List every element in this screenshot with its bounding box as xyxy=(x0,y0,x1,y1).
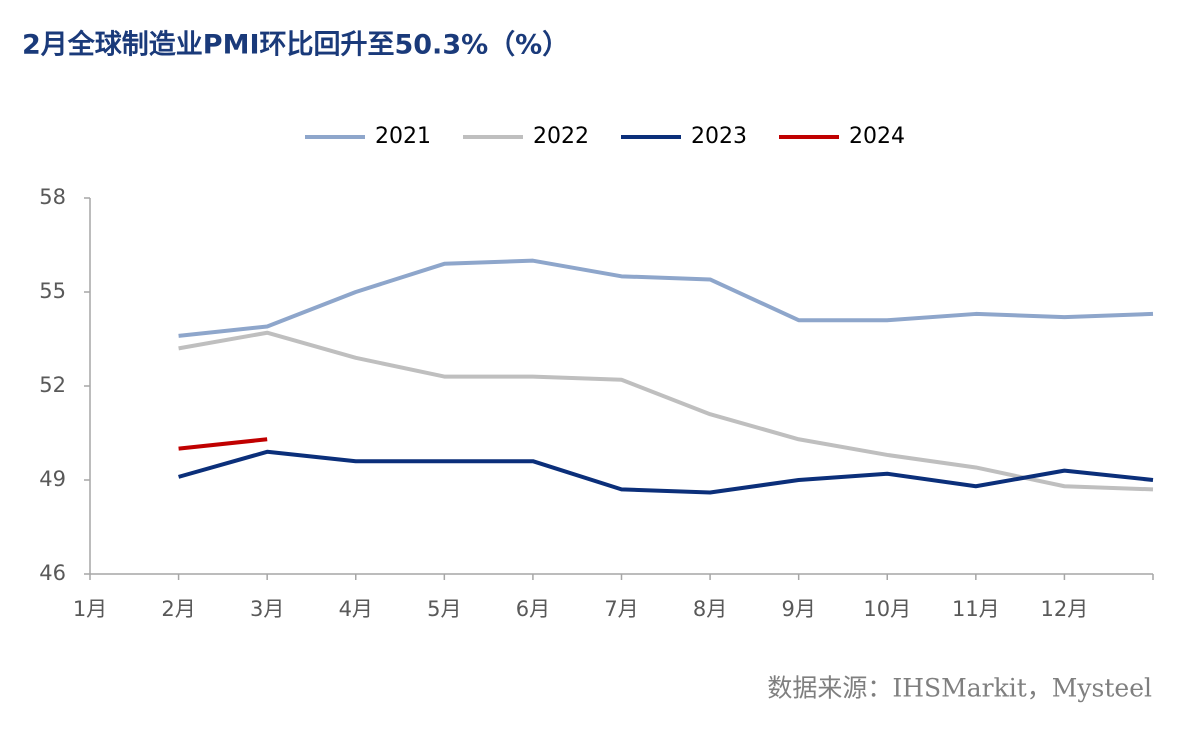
series-line xyxy=(178,258,1154,338)
x-tick-label: 8月 xyxy=(693,597,727,621)
x-tick-label: 9月 xyxy=(781,597,815,621)
x-tick-label: 7月 xyxy=(604,597,638,621)
x-tick-label: 12月 xyxy=(1041,597,1089,621)
series-line xyxy=(178,437,268,451)
legend-label: 2024 xyxy=(849,124,905,149)
x-tick-label: 5月 xyxy=(427,597,461,621)
legend-label: 2021 xyxy=(375,124,431,149)
x-tick-label: 4月 xyxy=(339,597,373,621)
x-tick-label: 3月 xyxy=(250,597,284,621)
series-line xyxy=(178,449,1154,495)
y-tick-label: 58 xyxy=(39,185,66,209)
y-tick-label: 52 xyxy=(39,373,66,397)
legend-label: 2023 xyxy=(691,124,747,149)
source-note: 数据来源：IHSMarkit，Mysteel xyxy=(767,674,1152,703)
y-tick-label: 49 xyxy=(39,467,66,491)
x-tick-label: 10月 xyxy=(863,597,911,621)
legend-label: 2022 xyxy=(533,124,589,149)
series-line xyxy=(178,330,1154,492)
x-tick-label: 1月 xyxy=(73,597,107,621)
x-tick-label: 6月 xyxy=(516,597,550,621)
y-tick-label: 46 xyxy=(39,561,66,585)
x-tick-label: 2月 xyxy=(161,597,195,621)
x-tick-label: 11月 xyxy=(952,597,1000,621)
chart-title: 2月全球制造业PMI环比回升至50.3%（%） xyxy=(22,29,569,61)
y-tick-label: 55 xyxy=(39,279,66,303)
